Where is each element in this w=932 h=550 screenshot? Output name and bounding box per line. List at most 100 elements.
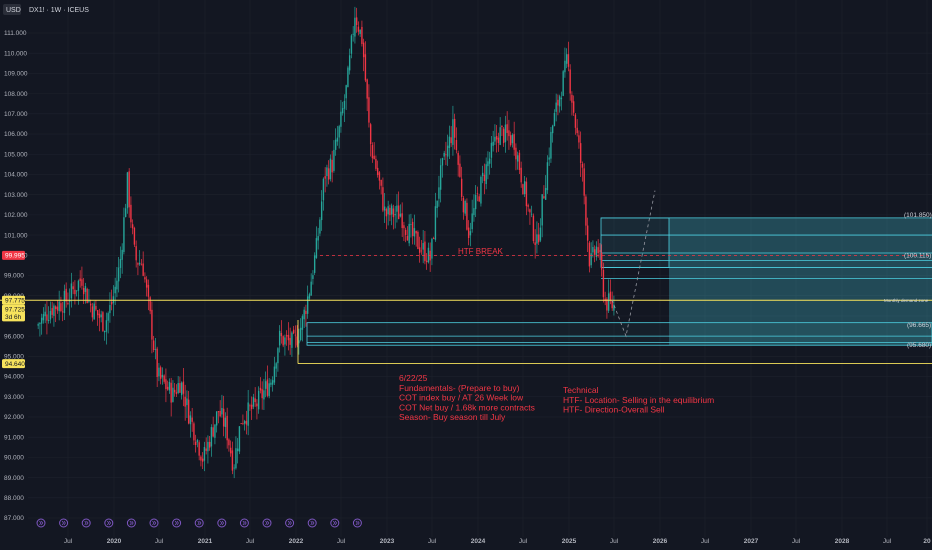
candle-body: [130, 204, 132, 223]
candle-body: [177, 383, 179, 393]
candle-body: [340, 111, 342, 127]
candle-body: [439, 165, 442, 190]
candle-body: [40, 317, 43, 324]
event-marker-icon: [36, 518, 46, 528]
candle-body: [198, 442, 200, 456]
candle-body: [128, 171, 130, 208]
candlestick-series: [37, 6, 615, 479]
candle-body: [436, 200, 438, 208]
candle-body: [464, 200, 466, 214]
candle-body: [471, 213, 473, 230]
candle-body: [576, 127, 578, 134]
event-marker-chevron: [39, 520, 44, 526]
event-marker-icon: [104, 518, 114, 528]
candle-body: [438, 187, 440, 199]
event-marker-icon: [59, 518, 69, 528]
candle-body: [266, 379, 269, 396]
candle-body: [291, 332, 293, 348]
time-tick-label: Jul: [701, 538, 710, 545]
candle-body: [448, 136, 451, 148]
candle-body: [313, 255, 316, 273]
price-tick-label: 87.000: [4, 515, 24, 522]
candle-body: [382, 187, 384, 211]
htf-break-label: HTF BREAK: [458, 247, 504, 256]
candle-body: [152, 340, 155, 350]
candle-body: [212, 427, 214, 437]
candle-body: [543, 196, 545, 199]
candle-body: [383, 206, 386, 211]
candle-body: [480, 176, 482, 204]
time-tick-label: Jul: [519, 538, 528, 545]
candle-body: [231, 450, 234, 471]
candle-body: [170, 382, 172, 403]
candle-body: [182, 381, 185, 394]
candle-body: [271, 380, 274, 385]
price-tick-label: 103.000: [4, 192, 28, 199]
candle-body: [140, 264, 143, 266]
candle-body: [156, 348, 158, 378]
candle-body: [61, 311, 64, 313]
candle-body: [208, 441, 211, 448]
candle-body: [569, 69, 571, 94]
candle-body: [264, 381, 267, 389]
candle-body: [565, 54, 568, 64]
candle-body: [203, 446, 206, 461]
candle-body: [88, 300, 90, 302]
candle-body: [310, 281, 312, 296]
price-tick-label: 106.000: [4, 131, 28, 138]
candle-body: [424, 241, 426, 262]
candle-body: [525, 181, 528, 207]
candle-body: [119, 258, 122, 268]
candle-body: [54, 306, 57, 309]
candle-body: [537, 234, 540, 243]
candle-body: [184, 396, 186, 407]
candle-body: [590, 253, 592, 266]
candle-body: [263, 390, 265, 400]
candle-body: [102, 312, 104, 332]
price-tick-label: 104.000: [4, 172, 28, 179]
candle-body: [609, 291, 612, 301]
candle-body: [546, 162, 549, 191]
candle-body: [117, 267, 120, 282]
candle-body: [613, 304, 615, 311]
candle-body: [600, 252, 603, 270]
candle-body: [133, 227, 136, 245]
candle-body: [520, 167, 522, 183]
candle-body: [562, 71, 564, 96]
event-marker-icon: [307, 518, 317, 528]
candle-body: [299, 327, 302, 341]
candle-body: [502, 128, 505, 144]
candle-body: [82, 287, 85, 295]
price-tick-label: 91.000: [4, 434, 24, 441]
event-marker-chevron: [220, 520, 225, 526]
candle-body: [109, 305, 111, 314]
candle-body: [107, 313, 109, 321]
candle-body: [355, 17, 358, 26]
candle-body: [245, 420, 248, 425]
event-marker-icon: [239, 518, 249, 528]
candle-body: [131, 224, 134, 229]
time-tick-label: 2023: [380, 538, 395, 545]
candle-body: [315, 238, 318, 258]
candle-body: [189, 415, 192, 425]
candle-body: [100, 314, 102, 318]
price-tick-label: 105.000: [4, 151, 28, 158]
candle-body: [457, 153, 459, 165]
candle-body: [86, 288, 88, 304]
candle-body: [497, 137, 500, 143]
price-tick-label: 92.000: [4, 414, 24, 421]
candle-body: [606, 298, 608, 311]
candle-body: [243, 421, 246, 424]
candle-body: [558, 96, 561, 107]
candle-body: [406, 235, 409, 241]
symbol-title: DX1! · 1W · ICEUS: [29, 7, 89, 14]
price-axis[interactable]: 111.000 110.000 109.000 108.000 107.000 106.0…: [2, 30, 28, 522]
candle-body: [84, 286, 87, 292]
currency-badge[interactable]: [3, 4, 21, 15]
candle-body: [224, 417, 227, 428]
time-axis[interactable]: Jul 2020 Jul 2021 Jul 2022 Jul 2023 Jul 2024 Jul 20…: [64, 538, 931, 545]
candle-body: [425, 260, 428, 263]
monthly-demand-label: Monthly demand zone: [884, 298, 929, 303]
price-tick-label: 110.000: [4, 50, 27, 57]
